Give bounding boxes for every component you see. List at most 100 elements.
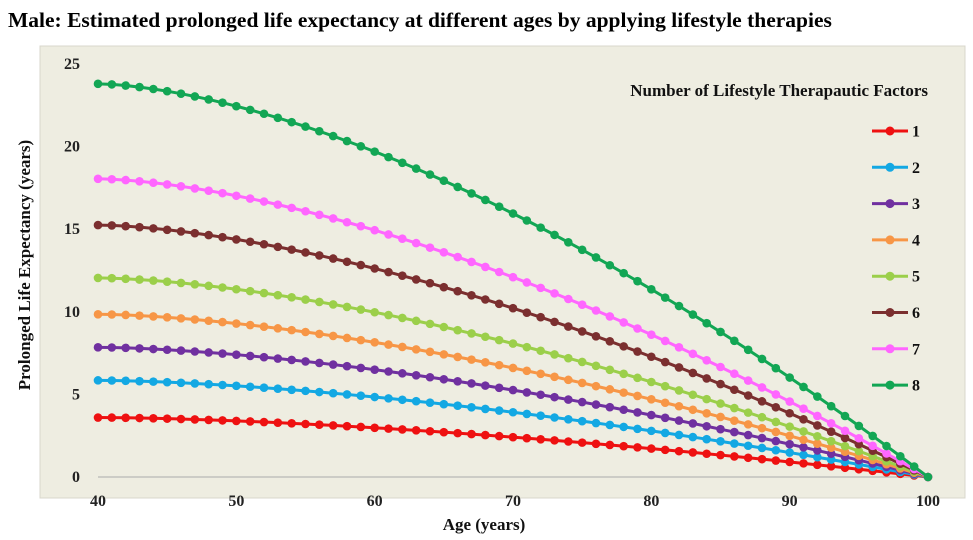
data-point <box>370 307 379 317</box>
data-point <box>135 344 144 353</box>
data-point <box>328 331 338 341</box>
data-point <box>716 362 725 372</box>
data-point <box>398 271 407 280</box>
data-point <box>273 113 283 123</box>
data-point <box>564 294 573 304</box>
data-point <box>730 403 739 413</box>
data-point <box>591 381 601 391</box>
data-point <box>218 188 227 198</box>
data-point <box>813 431 822 441</box>
data-point <box>481 262 490 272</box>
legend-item-2: 2 <box>872 160 920 177</box>
data-point <box>702 421 711 431</box>
data-point <box>785 373 794 382</box>
data-point <box>328 421 338 430</box>
data-point <box>439 350 449 359</box>
data-point <box>425 278 435 288</box>
data-point <box>232 416 241 426</box>
data-point <box>301 248 310 257</box>
data-point <box>868 441 877 451</box>
data-point <box>411 396 421 406</box>
data-point <box>356 391 366 401</box>
data-point <box>453 377 462 386</box>
x-axis-title: Age (years) <box>443 515 526 534</box>
data-point <box>176 414 186 424</box>
series-4 <box>93 309 933 482</box>
data-point <box>536 411 545 421</box>
data-point <box>564 375 573 385</box>
data-point <box>342 390 352 399</box>
data-point <box>840 441 850 451</box>
data-point <box>398 425 407 434</box>
x-tick-label: 40 <box>90 493 106 510</box>
data-point <box>577 245 587 255</box>
data-point <box>301 386 310 396</box>
data-point <box>315 251 324 260</box>
data-point <box>826 427 836 436</box>
legend-item-5: 5 <box>872 269 920 286</box>
data-point <box>245 351 255 361</box>
data-point <box>522 433 532 443</box>
data-point <box>674 416 684 425</box>
data-point <box>107 174 117 184</box>
data-point <box>121 310 130 320</box>
data-point <box>577 397 587 407</box>
data-point <box>149 312 158 321</box>
data-point <box>605 312 615 321</box>
data-point <box>647 352 656 362</box>
data-point <box>149 224 158 233</box>
data-point <box>301 295 310 304</box>
data-point <box>688 448 698 457</box>
data-point <box>328 131 338 141</box>
data-point <box>481 358 490 367</box>
data-point <box>398 313 407 323</box>
data-point <box>107 310 117 319</box>
data-point <box>218 416 227 425</box>
data-point <box>536 390 545 400</box>
data-point <box>190 315 200 324</box>
data-point <box>204 316 213 326</box>
data-point <box>771 427 781 437</box>
data-point <box>398 369 407 378</box>
data-point <box>688 390 698 400</box>
legend-item-4: 4 <box>872 232 920 249</box>
data-point <box>550 372 559 382</box>
y-tick-label: 0 <box>72 469 80 486</box>
data-point <box>342 333 352 343</box>
data-point <box>494 267 504 277</box>
data-point <box>245 382 255 392</box>
data-point <box>674 386 684 395</box>
data-point <box>660 398 670 408</box>
data-point <box>674 430 684 440</box>
data-point <box>647 377 656 387</box>
data-point <box>647 285 656 294</box>
data-point <box>467 257 476 267</box>
data-point <box>591 361 601 371</box>
data-point <box>854 421 864 431</box>
data-point <box>245 105 255 115</box>
legend-item-6: 6 <box>872 305 920 322</box>
data-point <box>259 109 269 119</box>
data-point <box>702 318 711 328</box>
data-point <box>854 433 864 443</box>
data-point <box>176 314 186 323</box>
data-point <box>508 407 518 417</box>
data-point <box>702 434 711 444</box>
data-point <box>149 344 158 354</box>
data-point <box>826 401 836 411</box>
data-point <box>757 412 767 422</box>
data-point <box>799 443 808 452</box>
data-point <box>660 336 670 346</box>
data-point <box>162 414 172 423</box>
data-point <box>232 319 241 328</box>
data-point <box>370 338 379 347</box>
data-point <box>743 376 753 385</box>
legend-marker <box>885 235 895 245</box>
data-point <box>176 182 186 191</box>
data-point <box>481 430 490 440</box>
legend-marker <box>885 199 895 209</box>
data-point <box>453 352 462 362</box>
data-point <box>259 383 269 393</box>
legend-item-1: 1 <box>872 124 920 141</box>
data-point <box>93 343 103 352</box>
